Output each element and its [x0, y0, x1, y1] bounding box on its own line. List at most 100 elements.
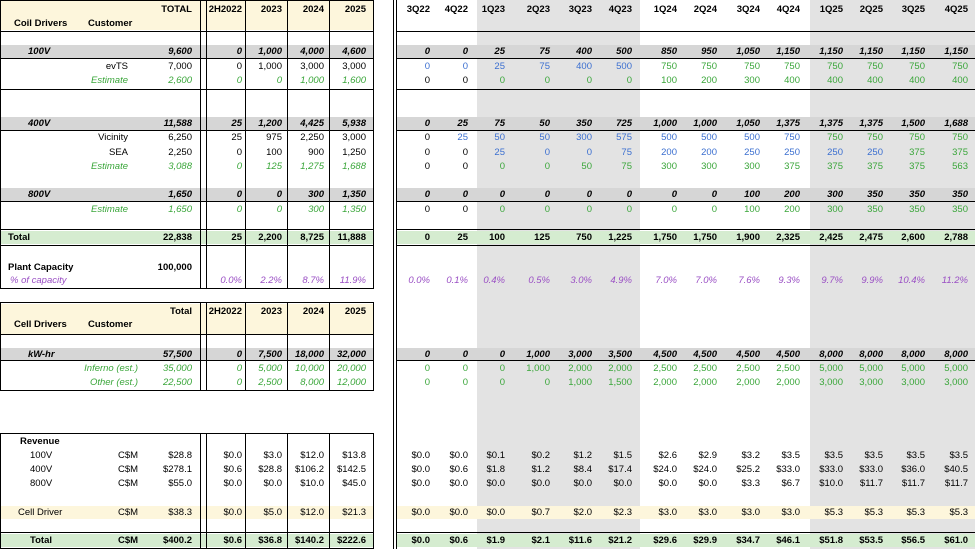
cell-quarter[interactable]: 350 [867, 204, 883, 215]
revenue-quarter[interactable]: $29.9 [693, 535, 717, 546]
row-sublabel[interactable]: evTS [105, 61, 128, 72]
cell-left[interactable]: 0 [236, 46, 242, 57]
cell-quarter[interactable]: 0 [711, 189, 717, 200]
cell-left[interactable]: 35,000 [162, 363, 192, 374]
cell-quarter[interactable]: 2,500 [776, 363, 800, 374]
cell-quarter[interactable]: 750 [952, 61, 968, 72]
cell-left[interactable]: 1,000 [258, 46, 282, 57]
row-sublabel[interactable]: Estimate [91, 204, 128, 215]
cell-quarter[interactable]: 500 [616, 46, 632, 57]
pct-quarter[interactable]: 9.7% [821, 275, 843, 286]
header-quarter-3[interactable]: 2Q23 [526, 4, 550, 15]
cell-left[interactable]: 3,088 [168, 161, 192, 172]
cell-quarter[interactable]: 575 [616, 132, 632, 143]
cell-left[interactable]: 11,588 [163, 118, 192, 129]
cell-quarter[interactable]: 375 [952, 147, 968, 158]
row-sublabel[interactable]: Inferno (est.) [84, 363, 138, 374]
cell-quarter[interactable]: 1,750 [693, 232, 717, 243]
cell-quarter[interactable]: 400 [576, 46, 592, 57]
revenue-quarter[interactable]: $2.9 [698, 450, 718, 461]
cell-left[interactable]: 900 [308, 147, 324, 158]
header-quarter-7[interactable]: 2Q24 [693, 4, 717, 15]
header-quarter-9[interactable]: 4Q24 [776, 4, 800, 15]
cell-quarter[interactable]: 750 [784, 132, 800, 143]
pct-quarter[interactable]: 9.9% [861, 275, 883, 286]
cell-quarter[interactable]: 0 [544, 189, 550, 200]
cell-quarter[interactable]: 0 [424, 377, 430, 388]
revenue-quarter[interactable]: $36.0 [901, 464, 925, 475]
cell-left[interactable]: 18,000 [294, 349, 324, 360]
cell-quarter[interactable]: 1,050 [736, 118, 760, 129]
revenue-quarter[interactable]: $33.0 [859, 464, 883, 475]
cell-quarter[interactable]: 0 [544, 75, 550, 86]
revenue-quarter[interactable]: $5.3 [824, 507, 844, 518]
cell-header-col-0[interactable]: Total [170, 306, 192, 317]
revenue-quarter[interactable]: $53.5 [859, 535, 883, 546]
cell-quarter[interactable]: 750 [661, 61, 677, 72]
cell-left[interactable]: 25 [231, 232, 242, 243]
revenue-quarter[interactable]: $33.0 [819, 464, 843, 475]
pct-quarter[interactable]: 0.1% [446, 275, 468, 286]
cell-left[interactable]: 300 [308, 189, 324, 200]
cell-header-col-3[interactable]: 2024 [302, 306, 324, 317]
revenue-quarter[interactable]: $3.5 [949, 450, 969, 461]
revenue-quarter[interactable]: $0.6 [449, 464, 469, 475]
cell-quarter[interactable]: 5,000 [819, 363, 843, 374]
revenue-left[interactable]: $3.0 [263, 450, 283, 461]
revenue-quarter[interactable]: $6.7 [781, 478, 801, 489]
cell-quarter[interactable]: 2,500 [653, 363, 677, 374]
revenue-left[interactable]: $38.3 [168, 507, 192, 518]
cell-quarter[interactable]: 8,000 [901, 349, 925, 360]
cell-quarter[interactable]: 0 [462, 61, 468, 72]
cell-quarter[interactable]: 0 [626, 189, 632, 200]
cell-quarter[interactable]: 1,375 [859, 118, 883, 129]
revenue-quarter[interactable]: $51.8 [819, 535, 843, 546]
cell-quarter[interactable]: 0 [671, 189, 677, 200]
cell-left[interactable]: 0 [236, 349, 242, 360]
revenue-quarter[interactable]: $0.0 [449, 450, 469, 461]
cell-left[interactable]: 12,000 [336, 377, 366, 388]
cell-left[interactable]: 0 [276, 189, 282, 200]
cell-quarter[interactable]: 2,500 [693, 363, 717, 374]
cell-quarter[interactable]: 0 [424, 132, 430, 143]
revenue-left[interactable]: $5.0 [263, 507, 283, 518]
revenue-quarter[interactable]: $0.0 [449, 507, 469, 518]
cell-quarter[interactable]: 0 [586, 189, 592, 200]
cell-quarter[interactable]: 0 [544, 147, 550, 158]
header-quarter-11[interactable]: 2Q25 [859, 4, 883, 15]
cell-quarter[interactable]: 750 [952, 132, 968, 143]
pct-quarter[interactable]: 11.2% [941, 275, 968, 286]
revenue-quarter[interactable]: $11.7 [901, 478, 925, 489]
revenue-left[interactable]: $222.6 [336, 535, 366, 546]
cell-left[interactable]: 0 [276, 75, 282, 86]
cell-quarter[interactable]: 0 [424, 349, 430, 360]
pct-left[interactable]: 8.7% [302, 275, 324, 286]
cell-left[interactable]: 300 [308, 204, 324, 215]
pct-quarter[interactable]: 4.9% [610, 275, 632, 286]
cell-quarter[interactable]: 2,500 [736, 363, 760, 374]
pct-quarter[interactable]: 3.0% [570, 275, 592, 286]
cell-quarter[interactable]: 0 [462, 147, 468, 158]
cell-quarter[interactable]: 0 [424, 46, 430, 57]
cell-left[interactable]: 32,000 [336, 349, 366, 360]
cell-quarter[interactable]: 1,375 [776, 118, 800, 129]
cell-quarter[interactable]: 1,000 [526, 363, 550, 374]
revenue-left[interactable]: $12.0 [300, 507, 324, 518]
cell-quarter[interactable]: 500 [661, 132, 677, 143]
cell-quarter[interactable]: 2,000 [736, 377, 760, 388]
cell-quarter[interactable]: 8,000 [859, 349, 883, 360]
plant-capacity-value[interactable]: 100,000 [157, 262, 192, 273]
cell-quarter[interactable]: 1,150 [901, 46, 925, 57]
revenue-quarter[interactable]: $21.2 [608, 535, 632, 546]
cell-quarter[interactable]: 750 [827, 132, 843, 143]
cell-left[interactable]: 3,000 [342, 61, 366, 72]
revenue-quarter[interactable]: $3.5 [824, 450, 844, 461]
cell-quarter[interactable]: 0 [424, 75, 430, 86]
cell-quarter[interactable]: 50 [494, 132, 505, 143]
revenue-left[interactable]: $0.0 [223, 450, 243, 461]
revenue-quarter[interactable]: $2.6 [658, 450, 678, 461]
cell-left[interactable]: 125 [266, 161, 282, 172]
cell-quarter[interactable]: 0 [462, 363, 468, 374]
cell-quarter[interactable]: 75 [621, 147, 632, 158]
cell-quarter[interactable]: 25 [457, 118, 468, 129]
